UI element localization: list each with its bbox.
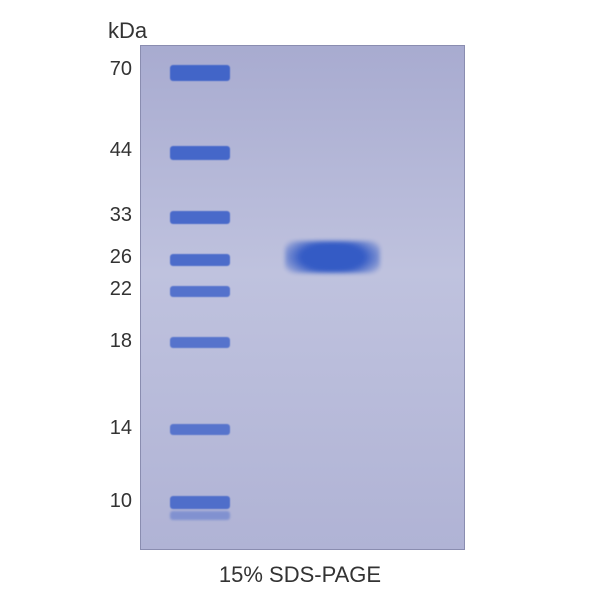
ladder-band xyxy=(170,496,230,509)
kda-label: 44 xyxy=(92,139,132,162)
kda-label: 10 xyxy=(92,490,132,513)
ladder-lane xyxy=(170,45,230,550)
unit-label: kDa xyxy=(108,18,147,44)
caption: 15% SDS-PAGE xyxy=(0,562,600,588)
ladder-band xyxy=(170,424,230,435)
kda-label: 22 xyxy=(92,278,132,301)
kda-label: 33 xyxy=(92,204,132,227)
ladder-band xyxy=(170,146,230,160)
kda-label: 70 xyxy=(92,58,132,81)
ladder-band-faint xyxy=(170,511,230,520)
sample-lane xyxy=(285,45,380,550)
ladder-band xyxy=(170,254,230,266)
sample-band xyxy=(285,241,380,273)
ladder-band xyxy=(170,65,230,81)
ladder-band xyxy=(170,337,230,348)
gel-image xyxy=(140,45,465,550)
ladder-band xyxy=(170,211,230,224)
kda-label: 26 xyxy=(92,246,132,269)
kda-label: 14 xyxy=(92,417,132,440)
ladder-band xyxy=(170,286,230,297)
kda-label: 18 xyxy=(92,330,132,353)
